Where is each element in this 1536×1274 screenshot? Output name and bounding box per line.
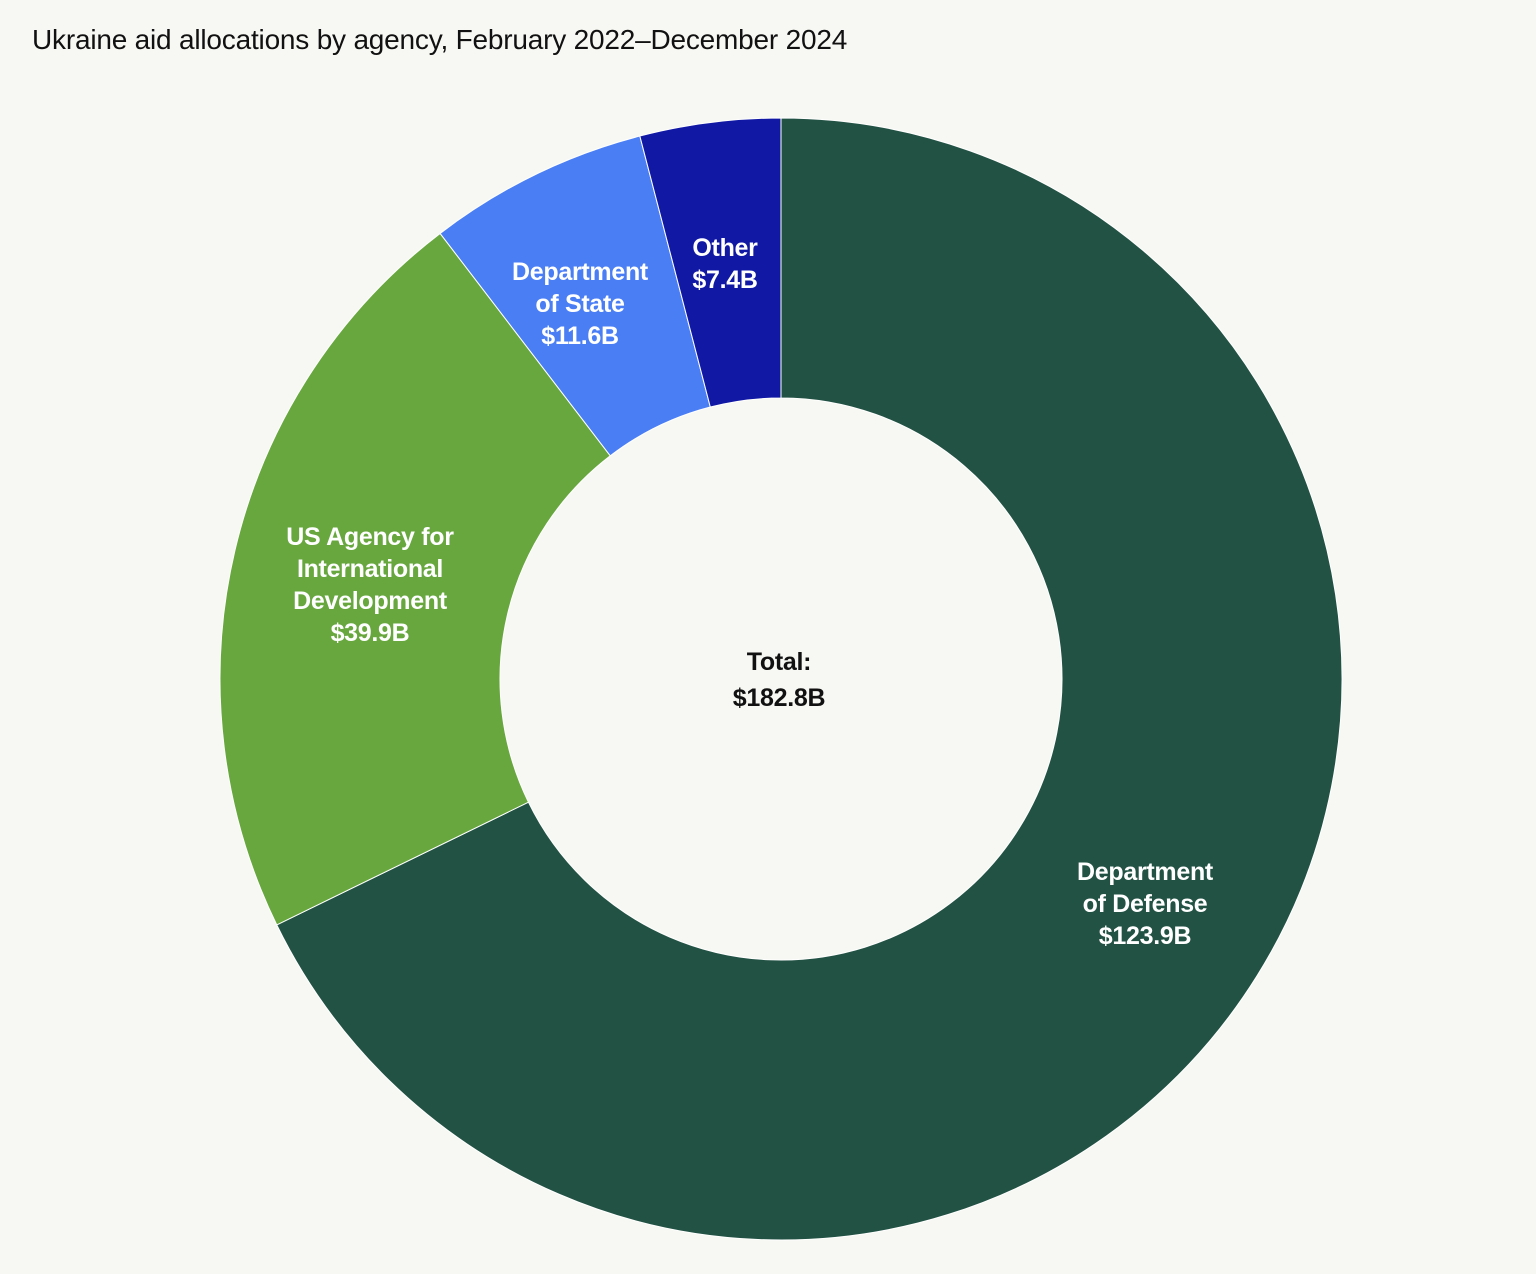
donut-slice-3 — [639, 117, 782, 408]
slice-label-line: $7.4B — [692, 266, 757, 294]
total-label: Total: $182.8B — [733, 648, 825, 712]
slice-label-line: International — [297, 555, 443, 583]
slice-label-3: Other $7.4B — [692, 234, 758, 294]
slice-label-line: $11.6B — [541, 322, 618, 350]
slice-label-line: of Defense — [1083, 890, 1208, 918]
slice-label-line: Department — [1077, 858, 1214, 886]
slice-label-line: $39.9B — [331, 619, 410, 647]
total-label-line: Total: — [747, 648, 811, 676]
slice-label-line: Development — [293, 587, 448, 615]
donut-slice-0 — [276, 117, 1343, 1241]
donut-slice-1 — [219, 232, 611, 926]
chart-title: Ukraine aid allocations by agency, Febru… — [32, 24, 848, 55]
total-label-line: $182.8B — [733, 684, 825, 712]
slice-label-line: Department — [512, 258, 649, 286]
slice-label-2: Department of State $11.6B — [512, 258, 649, 350]
slice-label-line: Other — [692, 234, 758, 262]
slice-label-0: Department of Defense $123.9B — [1077, 858, 1214, 950]
slice-label-line: $123.9B — [1099, 922, 1191, 950]
slice-label-line: of State — [535, 290, 625, 318]
slice-label-line: US Agency for — [286, 523, 454, 551]
slice-label-1: US Agency for International Development $39… — [286, 523, 454, 647]
